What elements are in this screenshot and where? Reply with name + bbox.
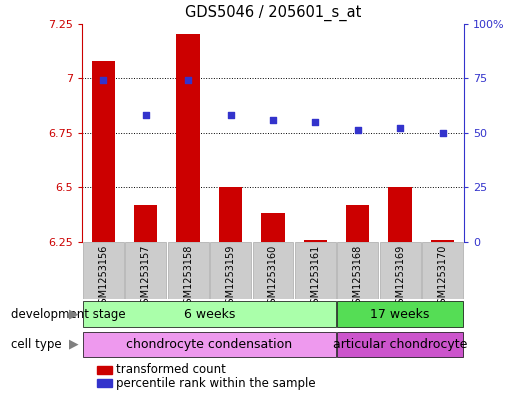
Bar	[168, 242, 208, 299]
Text: articular chondrocyte: articular chondrocyte	[333, 338, 467, 351]
Text: ▶: ▶	[69, 338, 78, 351]
Bar	[338, 242, 378, 299]
Point	[226, 112, 235, 118]
Text: cell type: cell type	[11, 338, 61, 351]
Bar	[134, 205, 157, 242]
Point	[354, 127, 362, 134]
Bar	[83, 332, 335, 357]
Bar	[176, 35, 200, 242]
Bar	[261, 213, 285, 242]
Text: 17 weeks: 17 weeks	[370, 307, 430, 321]
Text: ▶: ▶	[69, 307, 78, 321]
Text: GSM1253161: GSM1253161	[311, 244, 320, 310]
Bar	[98, 379, 112, 387]
Bar	[92, 61, 115, 242]
Text: GSM1253160: GSM1253160	[268, 244, 278, 310]
Bar	[253, 242, 293, 299]
Point	[438, 129, 447, 136]
Text: chondrocyte condensation: chondrocyte condensation	[126, 338, 293, 351]
Point	[99, 77, 108, 83]
Text: transformed count: transformed count	[117, 363, 226, 376]
Text: GSM1253170: GSM1253170	[438, 244, 447, 310]
Title: GDS5046 / 205601_s_at: GDS5046 / 205601_s_at	[185, 5, 361, 21]
Point	[311, 119, 320, 125]
Bar	[431, 239, 454, 242]
Bar	[83, 301, 335, 327]
Text: GSM1253168: GSM1253168	[353, 244, 363, 310]
Point	[142, 112, 150, 118]
Bar	[338, 332, 463, 357]
Point	[396, 125, 404, 131]
Bar	[126, 242, 166, 299]
Bar	[295, 242, 335, 299]
Text: GSM1253158: GSM1253158	[183, 244, 193, 310]
Text: development stage: development stage	[11, 307, 125, 321]
Point	[269, 116, 277, 123]
Bar	[346, 205, 369, 242]
Bar	[98, 365, 112, 374]
Bar	[83, 242, 123, 299]
Text: GSM1253157: GSM1253157	[141, 244, 151, 310]
Text: GSM1253159: GSM1253159	[226, 244, 235, 310]
Text: 6 weeks: 6 weeks	[184, 307, 235, 321]
Bar	[210, 242, 251, 299]
Text: percentile rank within the sample: percentile rank within the sample	[117, 377, 316, 390]
Bar	[304, 239, 327, 242]
Bar	[219, 187, 242, 242]
Bar	[338, 301, 463, 327]
Bar	[388, 187, 412, 242]
Text: GSM1253169: GSM1253169	[395, 244, 405, 310]
Bar	[380, 242, 420, 299]
Text: GSM1253156: GSM1253156	[99, 244, 108, 310]
Point	[184, 77, 192, 83]
Bar	[422, 242, 463, 299]
